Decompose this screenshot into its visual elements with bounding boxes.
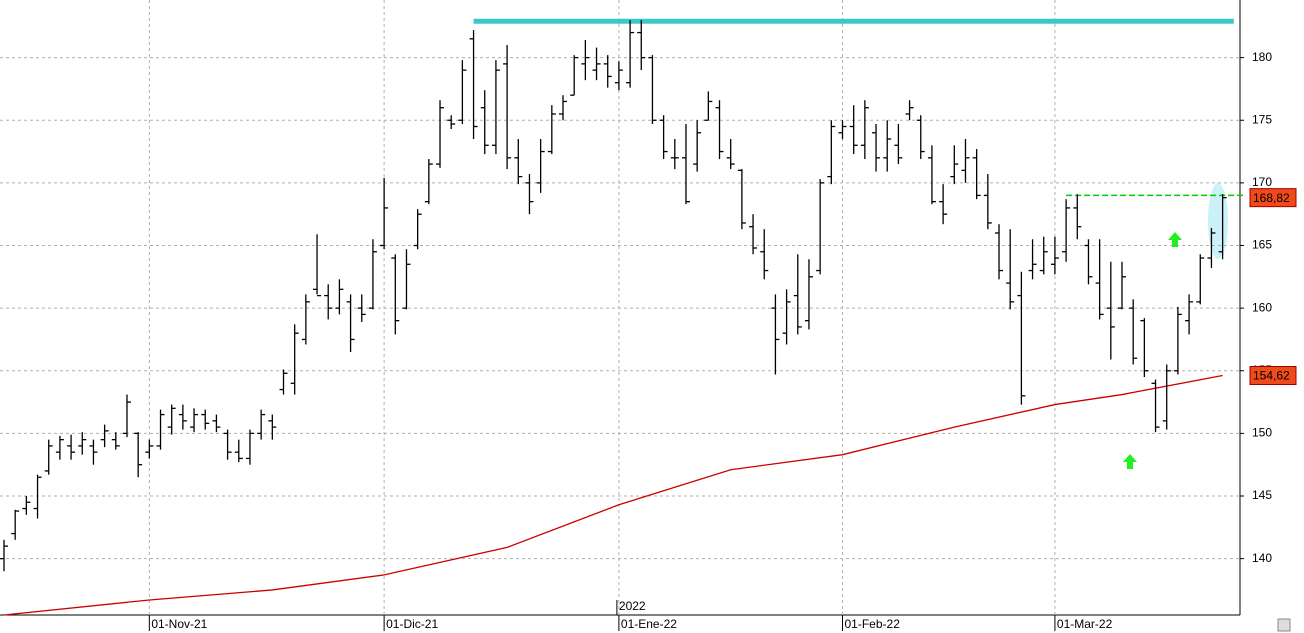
green-arrow [1168, 232, 1182, 247]
price-label-box [1249, 366, 1297, 386]
x-tick-label: 01-Ene-22 [621, 617, 677, 631]
y-tick-label: 170 [1252, 175, 1272, 189]
plot-area: 14014515015516016517017518001-Nov-2101-D… [0, 0, 1272, 631]
moving-average-line [3, 374, 1223, 616]
x-tick-label: 01-Nov-21 [151, 617, 207, 631]
price-label: 154,62 [1253, 369, 1290, 383]
y-tick-label: 140 [1252, 551, 1272, 565]
y-tick-label: 165 [1252, 238, 1272, 252]
price-label: 168,82 [1253, 191, 1290, 205]
x-tick-label: 01-Mar-22 [1057, 617, 1113, 631]
y-tick-label: 180 [1252, 50, 1272, 64]
y-tick-label: 160 [1252, 300, 1272, 314]
y-tick-label: 175 [1252, 112, 1272, 126]
x-tick-label: 01-Feb-22 [845, 617, 901, 631]
corner-icon [1277, 618, 1291, 632]
y-tick-label: 145 [1252, 488, 1272, 502]
y-tick-label: 150 [1252, 426, 1272, 440]
price-label-box [1249, 188, 1297, 208]
green-arrow [1123, 454, 1137, 469]
x-tick-label: 01-Dic-21 [386, 617, 438, 631]
year-label: 2022 [619, 599, 646, 613]
